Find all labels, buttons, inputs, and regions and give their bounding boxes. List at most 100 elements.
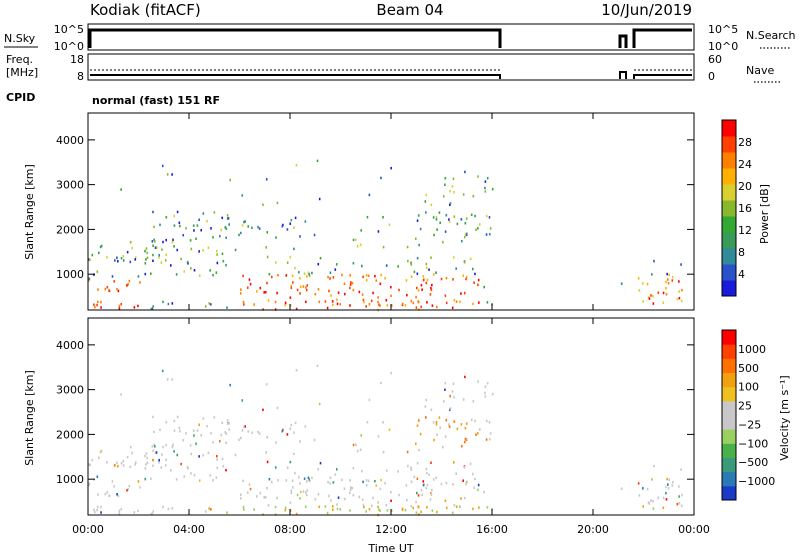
velocity-cell [380,478,382,482]
velocity-cell [362,480,364,484]
power-cell [388,223,391,226]
velocity-cell [221,457,224,461]
power-cell [241,194,244,197]
velocity-cell [299,482,301,485]
power-cell [154,240,156,243]
power-cell [638,289,641,292]
velocity-cell [436,510,438,514]
power-cell [449,189,451,193]
velocity-cell [242,505,245,509]
power-cell [398,288,400,292]
power-cell [680,299,683,303]
power-cell [190,267,192,270]
velocity-cell [281,429,284,433]
power-cell [464,232,467,236]
power-cell [650,294,652,297]
power-cell [296,288,299,292]
velocity-cell [477,432,479,435]
power-cell [469,257,472,261]
velocity-cell [88,463,90,466]
velocity-cell [646,487,649,491]
velocity-cell [485,419,488,423]
colorbar-tick-label: 1000 [738,343,766,356]
velocity-cell [485,438,488,441]
power-cell [377,230,380,233]
velocity-cell [464,437,467,441]
colorbar-segment [722,136,736,153]
power-cell [154,246,157,250]
velocity-cell [127,488,129,491]
velocity-cell [671,484,674,487]
power-cell [152,210,154,214]
velocity-cell [294,471,296,475]
power-cell [293,247,295,251]
power-cell [417,289,420,292]
power-cell [122,254,125,258]
velocity-cell [404,508,407,512]
velocity-cell [382,421,384,424]
velocity-cell [313,438,316,442]
velocity-cell [289,501,292,504]
velocity-cell [477,488,479,492]
velocity-cell [166,378,169,381]
y-tick-label: 3000 [56,384,84,397]
velocity-cell [405,484,408,487]
power-cell [425,262,428,266]
velocity-cell [452,382,455,386]
velocity-cell [483,490,485,494]
power-cell [484,190,487,193]
velocity-cell [382,450,385,454]
velocity-cell [293,452,295,456]
power-cell [459,300,461,304]
power-cell [258,227,261,230]
power-cell [318,197,321,201]
power-cell [137,275,140,278]
velocity-cell [678,495,680,498]
velocity-cell [253,508,255,511]
power-cell [227,217,230,220]
velocity-cell [488,437,491,441]
velocity-cell [410,466,412,470]
velocity-cell [651,478,653,481]
power-cell [99,245,102,249]
velocity-cell [150,512,153,516]
velocity-cell [620,487,623,490]
velocity-cell [152,510,155,513]
velocity-cell [465,480,468,484]
velocity-cell [477,380,479,383]
velocity-cell [305,493,308,497]
velocity-cell [158,461,160,464]
velocity-cell [117,494,120,498]
power-cell [118,304,121,308]
velocity-cell [111,480,114,483]
power-cell [445,301,448,305]
velocity-cell [266,486,268,490]
velocity-cell [680,504,683,508]
velocity-cell [106,491,109,494]
power-cell [436,228,438,231]
power-cell [486,301,489,304]
nave-label: Nave [746,64,774,77]
velocity-cell [93,508,95,511]
colorbar-segment [722,400,736,416]
velocity-cell [100,449,103,453]
power-cell [382,216,384,219]
velocity-cell [221,421,224,425]
power-cell [196,224,199,227]
power-cell [379,282,382,286]
power-cell [464,170,466,174]
power-cell [477,283,479,287]
velocity-cell [216,458,218,461]
power-cell [646,282,649,286]
power-cell [220,228,223,232]
velocity-frame [87,317,695,516]
velocity-cell [308,478,310,481]
velocity-cell [139,486,141,489]
power-cell [145,247,148,250]
power-cell [430,256,432,259]
nsky-tick-top: 10^5 [54,23,84,36]
velocity-cell [216,466,219,470]
velocity-cell [126,489,128,492]
power-cell [166,173,169,176]
